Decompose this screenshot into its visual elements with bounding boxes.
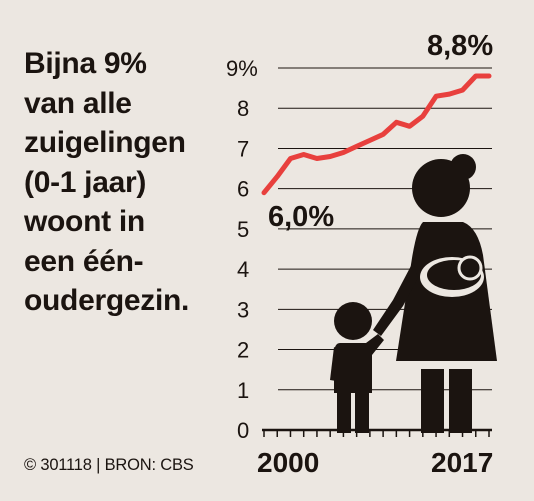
y-tick-label: 2	[237, 338, 249, 363]
y-tick-label: 9%	[226, 56, 258, 81]
y-tick-labels: 0 1 2 3 4 5 6 7 8 9%	[226, 56, 258, 443]
headline: Bijna 9% van alle zuigelingen (0-1 jaar)…	[24, 47, 190, 317]
y-tick-label: 3	[237, 297, 249, 322]
series-points	[263, 76, 490, 193]
y-tick-label: 0	[237, 418, 249, 443]
y-tick-label: 5	[237, 217, 249, 242]
y-tick-label: 7	[237, 136, 249, 161]
family-silhouette-icon	[330, 154, 497, 433]
start-value-label: 6,0%	[268, 201, 334, 233]
end-value-label: 8,8%	[427, 30, 493, 62]
y-tick-label: 4	[237, 257, 249, 282]
mother-holding-baby-icon	[373, 154, 497, 433]
y-tick-label: 8	[237, 96, 249, 121]
source-credit: © 301118 | BRON: CBS	[24, 456, 194, 474]
series-line	[261, 73, 492, 196]
x-tick-label-end: 2017	[431, 447, 493, 478]
x-tick-label-start: 2000	[257, 447, 319, 478]
y-tick-label: 6	[237, 177, 249, 202]
y-tick-label: 1	[237, 378, 249, 403]
gridlines	[262, 67, 492, 432]
child-icon	[330, 302, 384, 433]
